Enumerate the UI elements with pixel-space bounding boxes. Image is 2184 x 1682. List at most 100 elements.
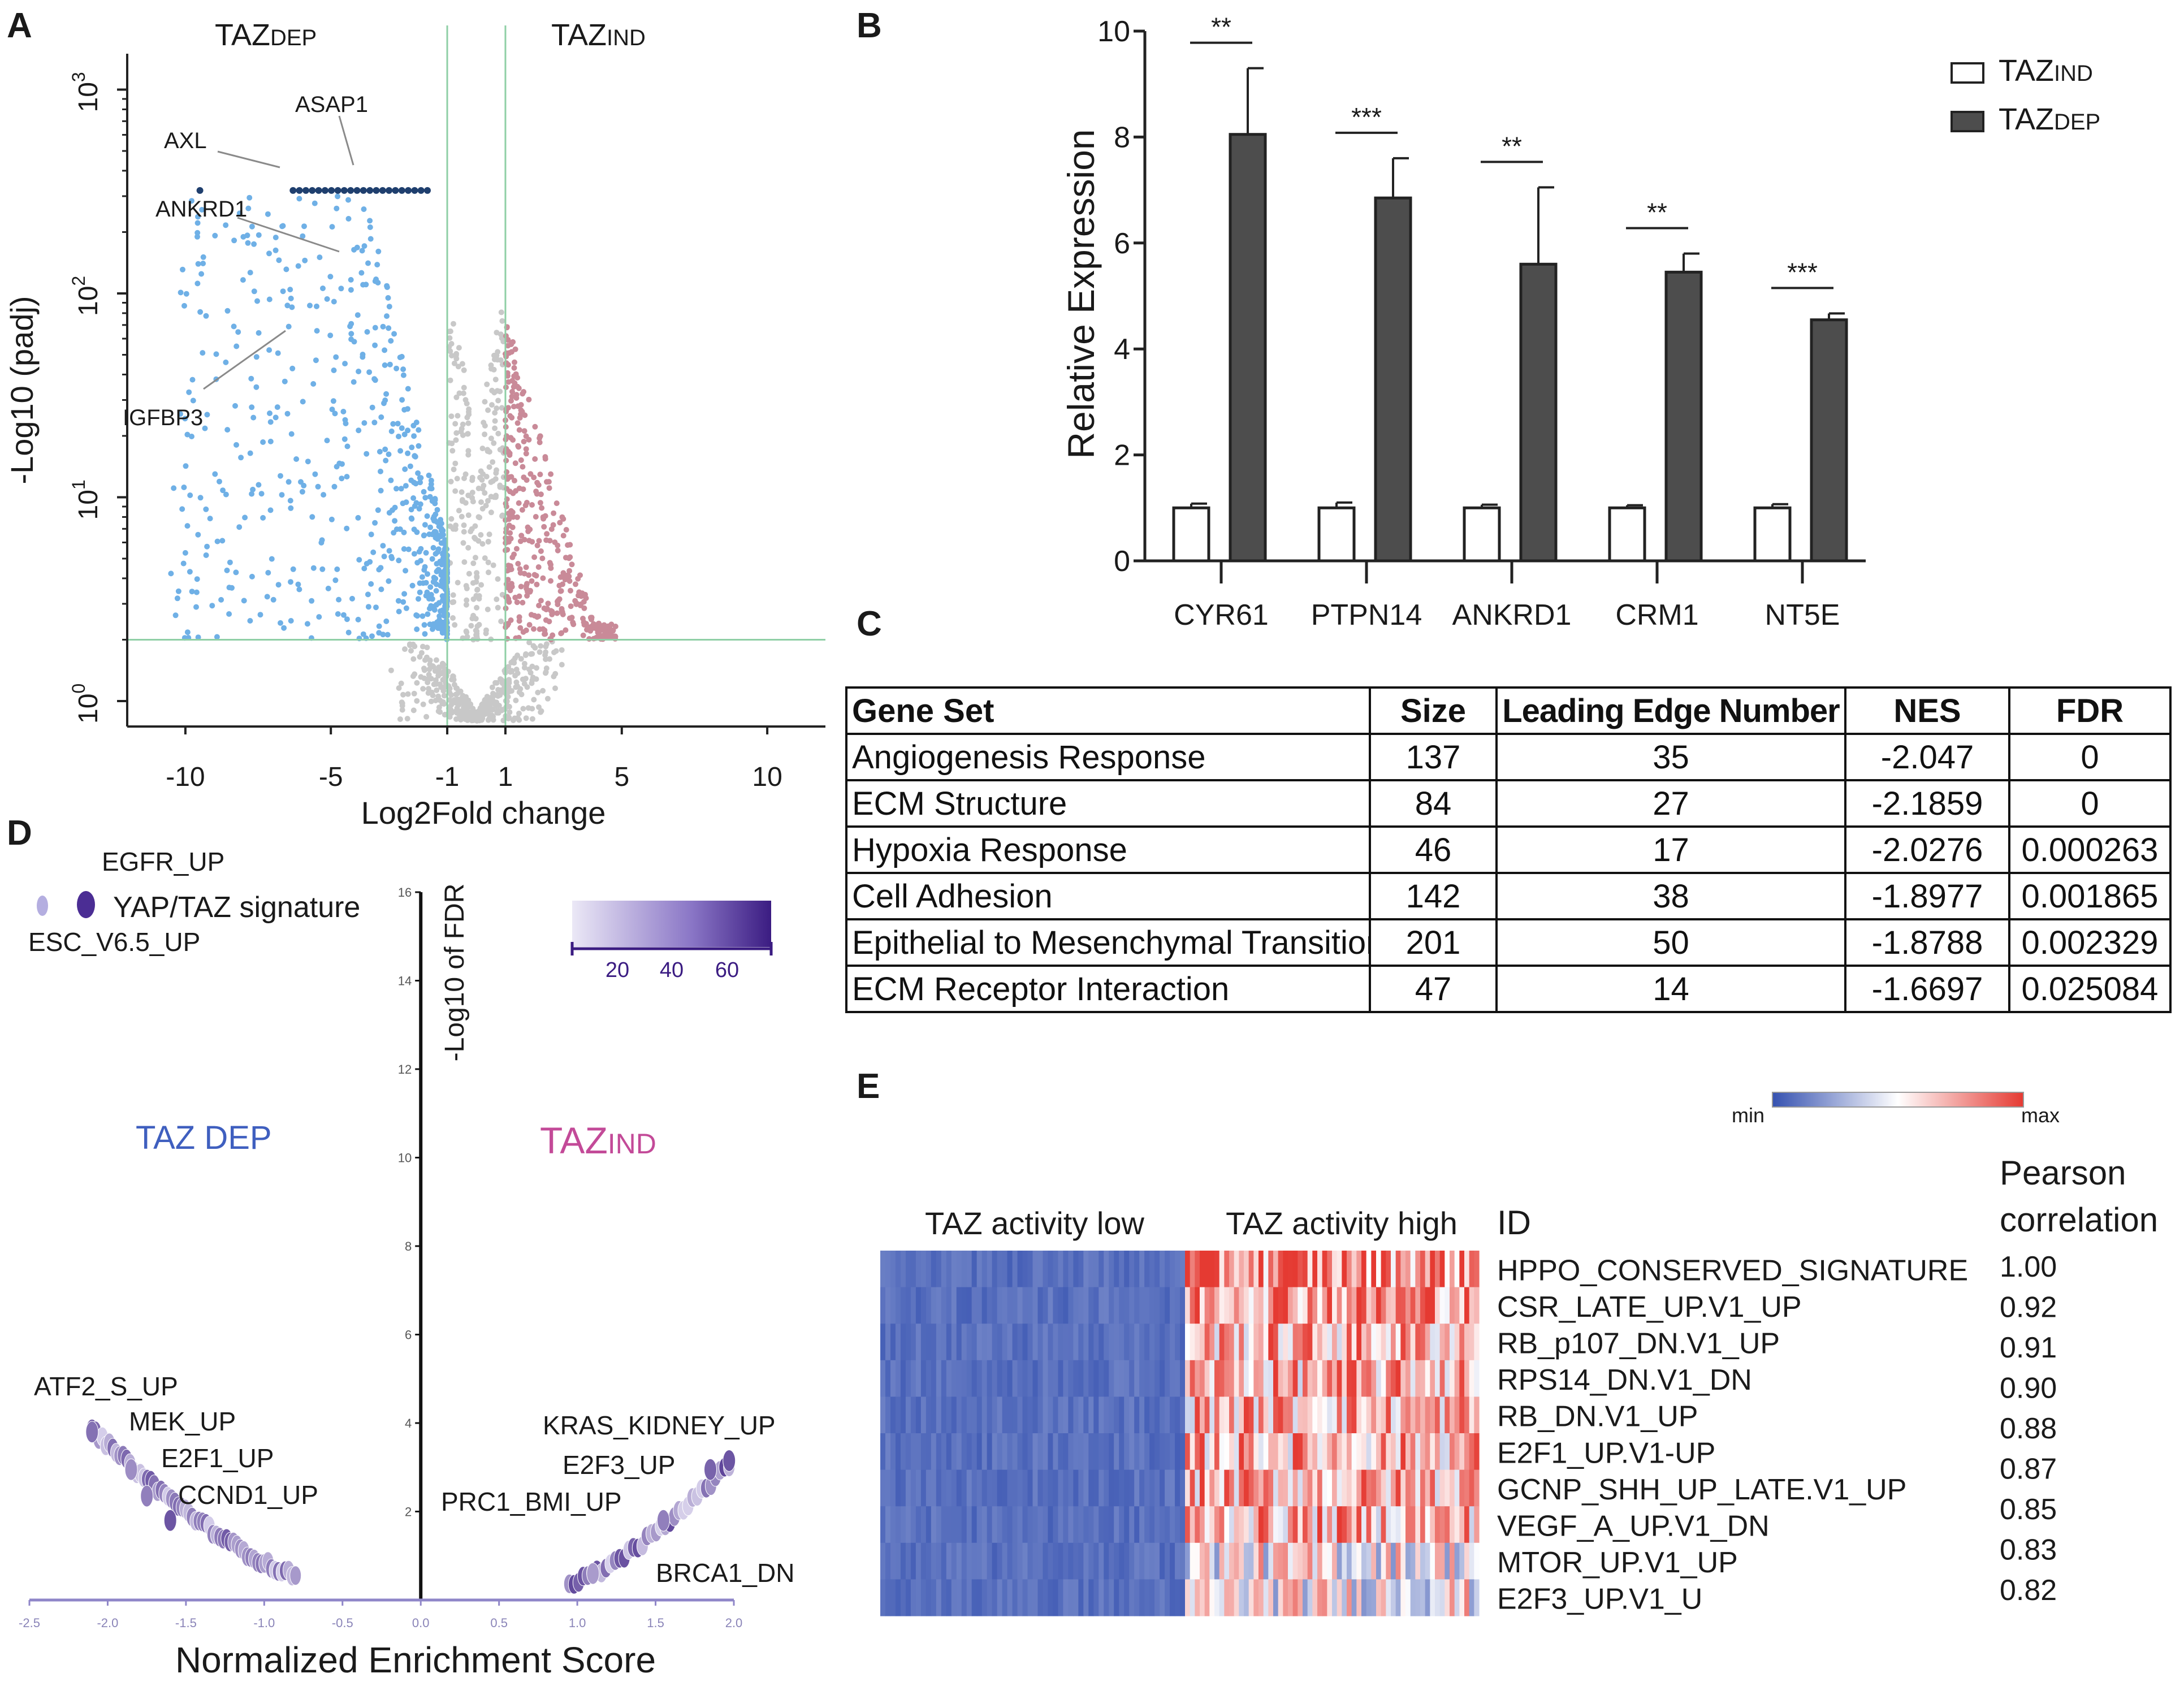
heatmap-cell xyxy=(1244,1433,1249,1471)
volcano-point-saturated xyxy=(392,187,399,194)
volcano-point-ind xyxy=(520,464,526,470)
heatmap-cell xyxy=(1088,1251,1094,1288)
volcano-point-ns xyxy=(454,710,460,716)
heatmap-cell xyxy=(1405,1433,1411,1471)
heatmap-cell xyxy=(1278,1396,1283,1434)
volcano-point-ns xyxy=(453,437,459,443)
heatmap-cell xyxy=(1366,1469,1372,1507)
volcano-point-dep xyxy=(309,514,315,520)
volcano-point-ind xyxy=(526,622,533,628)
heatmap-cell xyxy=(1332,1469,1338,1507)
volcano-point-dep xyxy=(275,582,282,588)
volcano-point-saturated xyxy=(411,187,418,194)
volcano-point-dep xyxy=(334,464,340,470)
volcano-point-dep xyxy=(377,448,383,455)
heatmap-cell xyxy=(1037,1469,1044,1507)
heatmap-cell xyxy=(1088,1469,1094,1507)
volcano-point-dep xyxy=(440,619,446,625)
heatmap-cell xyxy=(1430,1433,1435,1471)
heatmap-cell xyxy=(1093,1506,1099,1543)
gene-label-axl: AXL xyxy=(164,128,207,153)
heatmap-cell xyxy=(1224,1287,1230,1324)
heatmap-cell xyxy=(1283,1542,1288,1580)
heatmap-row-id: E2F3_UP.V1_U xyxy=(1497,1583,1702,1616)
heatmap-cell xyxy=(1253,1324,1259,1361)
heatmap-cell xyxy=(997,1287,1003,1324)
table-row: Hypoxia Response 46 17 -2.0276 0.000263 xyxy=(845,825,2172,874)
volcano-point-ind xyxy=(505,343,511,349)
heatmap-cell xyxy=(1450,1579,1455,1616)
heatmap-cell xyxy=(890,1469,896,1507)
heatmap-cell xyxy=(1160,1506,1165,1543)
volcano-point-ind xyxy=(560,611,566,617)
volcano-point-dep xyxy=(182,416,188,422)
heatmap-cell xyxy=(1048,1579,1054,1616)
heatmap-cell xyxy=(1139,1287,1145,1324)
volcano-point-dep xyxy=(348,276,354,283)
heatmap-cell xyxy=(961,1251,967,1288)
cell-leading-edge: 27 xyxy=(1495,779,1846,828)
heatmap-cell xyxy=(1268,1324,1274,1361)
heatmap-cell xyxy=(1292,1324,1298,1361)
heatmap-cell xyxy=(1165,1324,1170,1361)
heatmap-cell xyxy=(905,1360,911,1397)
volcano-point-ind xyxy=(505,585,511,591)
heatmap-cell xyxy=(931,1469,937,1507)
volcano-point-ns xyxy=(453,394,460,400)
heatmap-cell xyxy=(926,1324,932,1361)
heatmap-cell xyxy=(1258,1287,1264,1324)
heatmap-cell xyxy=(1356,1579,1362,1616)
heatmap-cell xyxy=(1298,1433,1303,1471)
heatmap-cell xyxy=(1053,1360,1059,1397)
heatmap-cell xyxy=(1474,1324,1480,1361)
volcano-point-ind xyxy=(519,409,525,415)
heatmap-cell xyxy=(1175,1579,1180,1616)
volcano-point-dep xyxy=(335,193,341,200)
heatmap-cell xyxy=(1239,1287,1244,1324)
volcano-point-dep xyxy=(384,283,390,289)
heatmap-cell xyxy=(1317,1396,1323,1434)
volcano-point-ind xyxy=(555,598,561,604)
volcano-point-ind xyxy=(529,539,535,545)
volcano-point-ns xyxy=(449,448,456,454)
heatmap-cell xyxy=(1454,1360,1460,1397)
heatmap-cell xyxy=(926,1287,932,1324)
volcano-point-ns xyxy=(402,646,408,652)
heatmap-cell xyxy=(1474,1396,1480,1434)
heatmap-cell xyxy=(976,1506,983,1543)
heatmap-cell xyxy=(1395,1433,1401,1471)
volcano-point-ind xyxy=(552,539,558,546)
volcano-point-dep xyxy=(345,215,352,222)
heatmap-cell xyxy=(1439,1396,1445,1434)
volcano-point-dep xyxy=(187,492,193,498)
heatmap-cell xyxy=(1209,1542,1215,1580)
heatmap-cell xyxy=(1239,1542,1244,1580)
heatmap-cell xyxy=(1258,1579,1264,1616)
heatmap-cell xyxy=(1209,1579,1215,1616)
heatmap-cell xyxy=(1204,1506,1210,1543)
heatmap-cell xyxy=(1229,1542,1235,1580)
volcano-point-dep xyxy=(302,257,308,263)
heatmap-cell xyxy=(1312,1396,1318,1434)
heatmap-cell xyxy=(1376,1251,1382,1288)
heatmap-cell xyxy=(966,1324,972,1361)
heatmap-cell xyxy=(1356,1287,1362,1324)
volcano-point-dep xyxy=(395,598,401,604)
volcano-point-ns xyxy=(453,522,459,529)
heatmap-cell xyxy=(1268,1360,1274,1397)
volcano-point-ns xyxy=(426,666,433,672)
heatmap-cell xyxy=(1469,1396,1474,1434)
heatmap-cell xyxy=(1371,1542,1377,1580)
volcano-point-dep xyxy=(296,586,302,593)
volcano-point-ind xyxy=(532,423,538,430)
heatmap-cell xyxy=(1139,1542,1145,1580)
heatmap-cell xyxy=(1317,1469,1323,1507)
heatmap-cell xyxy=(1165,1251,1170,1288)
heatmap-cell xyxy=(1022,1579,1028,1616)
heatmap-cell xyxy=(1312,1579,1318,1616)
heatmap-cell xyxy=(890,1251,896,1288)
volcano-point-dep xyxy=(329,407,335,413)
heatmap-cell xyxy=(1312,1506,1318,1543)
volcano-point-dep xyxy=(194,576,200,582)
heatmap-cell xyxy=(926,1433,932,1471)
